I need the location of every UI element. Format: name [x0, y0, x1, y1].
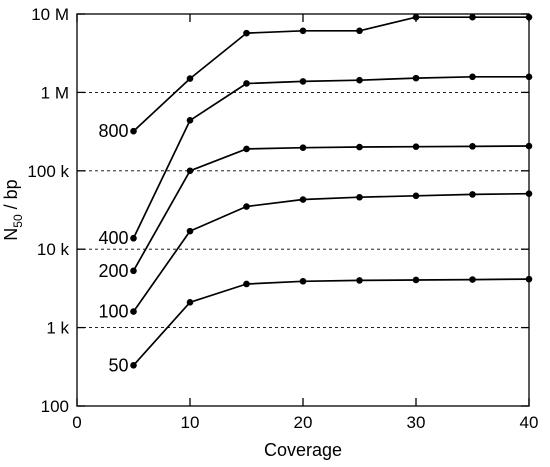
data-point	[243, 203, 250, 210]
data-point	[130, 267, 137, 275]
y-tick-label: 100	[41, 397, 69, 416]
series-line-200	[132, 145, 530, 272]
data-point	[299, 78, 307, 85]
x-tick-label: 40	[520, 413, 539, 432]
data-point	[469, 13, 476, 21]
y-axis-title-subscript: 50	[11, 214, 25, 228]
data-point	[412, 143, 420, 150]
y-tick-label: 10 M	[31, 5, 69, 24]
data-point	[130, 127, 137, 135]
y-tick-label: 1 M	[41, 83, 69, 102]
data-point	[299, 196, 307, 203]
data-point	[130, 234, 137, 242]
series-lines	[130, 13, 533, 369]
y-axis-title: N50 / bp	[1, 179, 25, 240]
data-point	[186, 75, 194, 82]
data-point	[243, 280, 250, 288]
data-point	[299, 27, 307, 35]
data-point	[186, 227, 194, 235]
data-point	[356, 143, 363, 151]
data-point	[356, 27, 363, 35]
series-label-50: 50	[108, 355, 128, 375]
data-point	[469, 143, 476, 150]
y-axis-title-main: N	[1, 228, 21, 241]
axis-ticks	[76, 13, 530, 407]
series-label-100: 100	[98, 302, 128, 322]
data-point	[412, 192, 420, 200]
y-axis-title-rest: / bp	[1, 179, 21, 214]
x-tick-label: 20	[294, 413, 313, 432]
x-tick-label: 10	[181, 413, 200, 432]
data-point	[186, 117, 194, 124]
data-point	[243, 145, 250, 153]
x-axis-title: Coverage	[264, 440, 342, 460]
data-point	[243, 80, 250, 87]
data-point	[469, 191, 476, 198]
series-label-400: 400	[98, 228, 128, 248]
series-label-200: 200	[98, 261, 128, 281]
y-tick-label: 10 k	[37, 240, 70, 259]
data-point	[186, 299, 194, 306]
y-tick-label: 1 k	[46, 319, 69, 338]
series-line-50	[132, 278, 530, 366]
data-point	[469, 276, 476, 283]
series-label-800: 800	[98, 121, 128, 141]
series-line-800	[132, 16, 529, 132]
x-tick-label: 30	[407, 413, 426, 432]
series-line-100	[132, 192, 530, 313]
data-point	[412, 74, 420, 82]
series-line-400	[132, 75, 529, 239]
x-tick-label: 0	[72, 413, 81, 432]
data-point	[186, 167, 194, 175]
tick-labels: 100 1 k 10 k 100 k 1 M 10 M 0 10 20 30 40 800 400 200…	[27, 5, 538, 432]
data-point	[130, 308, 137, 315]
data-point	[299, 144, 307, 152]
data-point	[299, 277, 307, 285]
data-point	[130, 362, 137, 369]
data-point	[356, 76, 363, 84]
y-tick-label: 100 k	[27, 162, 69, 181]
data-point	[356, 277, 363, 284]
gridlines	[77, 91, 529, 329]
data-point	[356, 193, 363, 201]
data-point	[469, 73, 476, 81]
data-point	[243, 29, 250, 37]
plot-frame	[76, 13, 530, 407]
data-point	[412, 276, 420, 284]
